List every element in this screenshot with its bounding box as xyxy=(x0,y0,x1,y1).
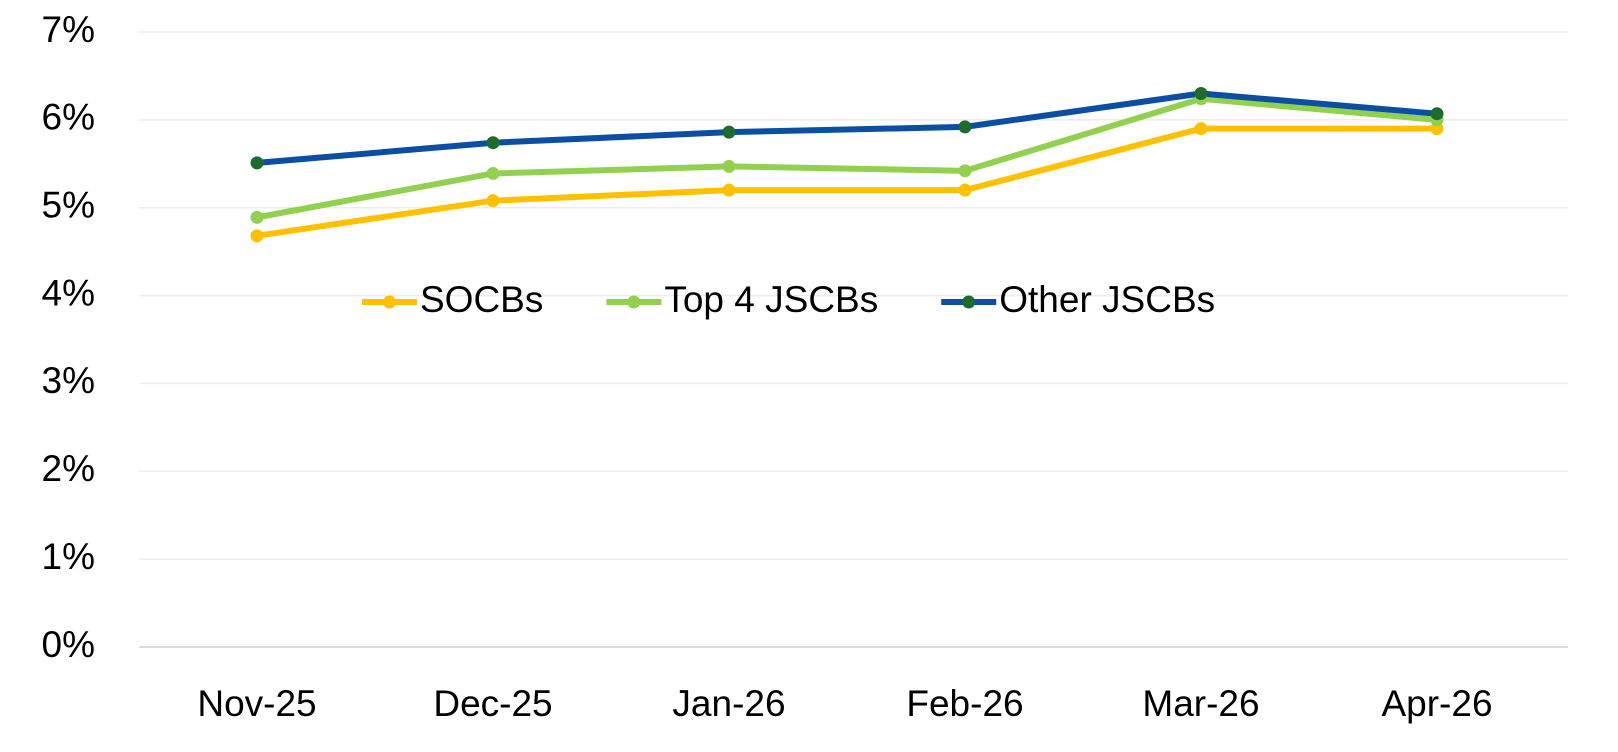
y-tick-label: 0% xyxy=(42,624,95,665)
data-point xyxy=(486,194,500,208)
x-tick-label: Jan-26 xyxy=(672,683,785,724)
legend-marker xyxy=(383,295,396,309)
legend-label: SOCBs xyxy=(420,279,543,320)
data-point xyxy=(486,166,500,180)
data-point xyxy=(958,183,972,197)
x-tick-label: Nov-25 xyxy=(197,683,316,724)
data-point xyxy=(722,125,736,139)
x-tick-label: Apr-26 xyxy=(1381,683,1492,724)
x-tick-label: Feb-26 xyxy=(906,683,1023,724)
data-point xyxy=(722,183,736,197)
x-tick-label: Mar-26 xyxy=(1142,683,1259,724)
legend-label: Other JSCBs xyxy=(999,279,1215,320)
data-point xyxy=(1194,87,1208,100)
data-point xyxy=(486,136,500,150)
y-tick-label: 6% xyxy=(42,97,95,138)
series-line xyxy=(256,95,1438,221)
y-tick-label: 1% xyxy=(42,536,95,577)
y-tick-label: 5% xyxy=(42,184,95,225)
data-point xyxy=(250,229,264,243)
series-line xyxy=(256,125,1437,239)
data-point xyxy=(1194,122,1208,136)
y-tick-label: 2% xyxy=(42,448,95,489)
legend-marker xyxy=(962,295,976,309)
y-tick-label: 3% xyxy=(42,360,95,401)
data-point xyxy=(722,159,736,173)
legend-marker xyxy=(627,295,641,309)
legend-label: Top 4 JSCBs xyxy=(664,279,878,320)
x-tick-label: Dec-25 xyxy=(433,683,552,724)
y-tick-label: 7% xyxy=(42,9,95,50)
series-line xyxy=(256,90,1438,166)
data-point xyxy=(250,210,264,224)
data-point xyxy=(958,120,972,134)
data-point xyxy=(250,156,264,170)
data-point xyxy=(958,164,972,178)
data-point xyxy=(1430,107,1444,121)
y-tick-label: 4% xyxy=(42,272,95,313)
